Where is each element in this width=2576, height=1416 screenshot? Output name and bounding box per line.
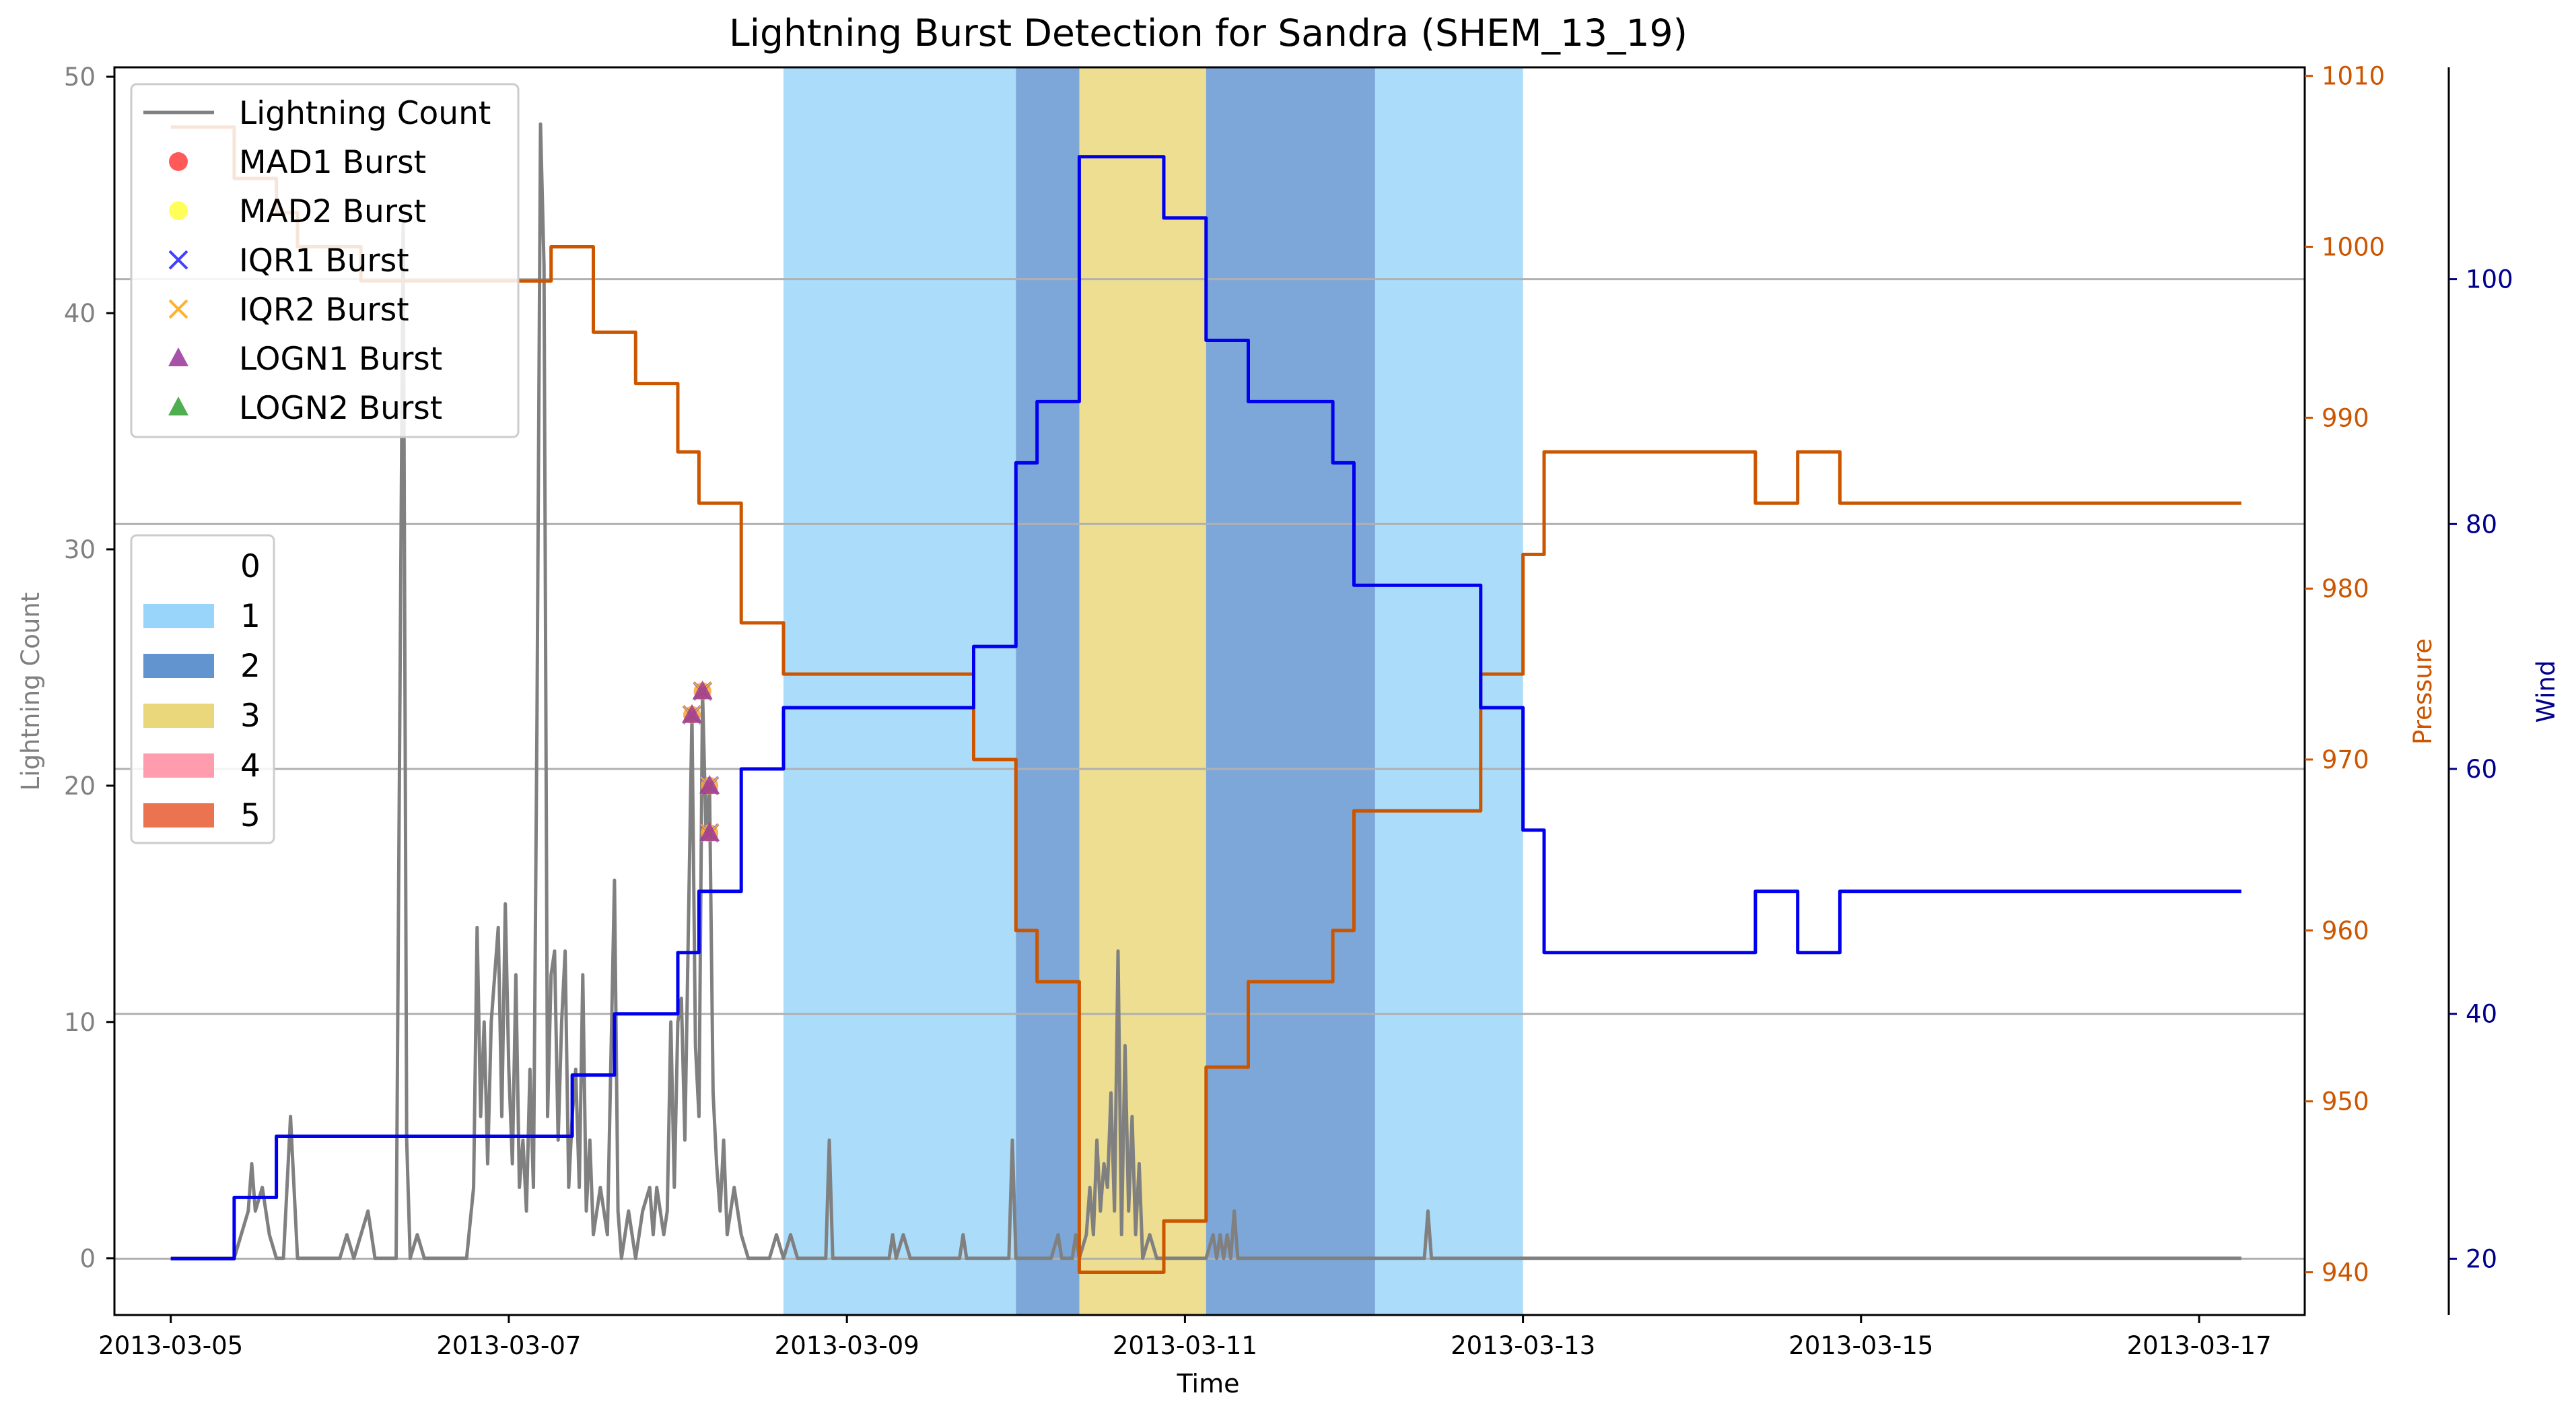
legend-circle-swatch bbox=[169, 201, 188, 220]
burst-logn1-point bbox=[692, 680, 713, 700]
chart-title: Lightning Burst Detection for Sandra (SH… bbox=[729, 11, 1687, 55]
left-tick-label: 10 bbox=[64, 1008, 96, 1037]
legend-label: LOGN1 Burst bbox=[239, 341, 442, 378]
pressure-series bbox=[170, 125, 2241, 1274]
burst-marker bbox=[692, 680, 713, 701]
left-tick-label: 20 bbox=[64, 772, 96, 801]
burst-marker bbox=[699, 822, 720, 843]
axes: 2013-03-05 2013-03-07 2013-03-09 2013-03-11… bbox=[64, 62, 2513, 1360]
plot-frame bbox=[113, 66, 2306, 1316]
pressure-tick-label: 1000 bbox=[2322, 233, 2385, 262]
legend-category-swatch bbox=[143, 604, 214, 628]
series-line-lightning-count bbox=[170, 122, 2241, 1260]
legend-label: Lightning Count bbox=[239, 95, 491, 132]
x-tick-label: 2013-03-11 bbox=[1113, 1331, 1257, 1360]
pressure-axis-label: Pressure bbox=[2408, 638, 2437, 745]
legends: Lightning Count MAD1 Burst MAD2 Burst IQR1 … bbox=[130, 83, 520, 844]
pressure-tick-label: 950 bbox=[2322, 1087, 2369, 1116]
intensity-band-cat-2 bbox=[1016, 67, 1080, 1315]
left-tick-label: 30 bbox=[64, 535, 96, 564]
legend-x-swatch bbox=[168, 299, 188, 319]
left-axis-label: Lightning Count bbox=[16, 593, 45, 791]
legend-categories: 0 1 2 3 4 5 bbox=[130, 534, 275, 844]
pressure-tick-label: 940 bbox=[2322, 1258, 2369, 1287]
pressure-tick-label: 970 bbox=[2322, 745, 2369, 774]
burst-marker bbox=[699, 774, 720, 796]
x-axis-label: Time bbox=[1177, 1369, 1240, 1398]
series-line-pressure bbox=[170, 125, 2241, 1274]
wind-tick-label: 40 bbox=[2466, 1000, 2497, 1029]
x-tick-label: 2013-03-13 bbox=[1451, 1331, 1595, 1360]
pressure-tick-label: 960 bbox=[2322, 916, 2369, 945]
legend-category-label: 2 bbox=[240, 648, 260, 685]
left-tick-label: 50 bbox=[64, 63, 96, 92]
left-tick-label: 40 bbox=[64, 299, 96, 328]
legend-category-label: 5 bbox=[240, 797, 260, 834]
intensity-bands bbox=[784, 67, 1523, 1315]
legend-bursts: Lightning Count MAD1 Burst MAD2 Burst IQR1 … bbox=[130, 83, 520, 438]
x-tick-label: 2013-03-07 bbox=[436, 1331, 581, 1360]
legend-category-swatch bbox=[143, 803, 214, 828]
wind-tick-label: 60 bbox=[2466, 755, 2497, 784]
legend-category-swatch bbox=[143, 753, 214, 778]
burst-logn1-point bbox=[699, 774, 720, 794]
pressure-tick-label: 1010 bbox=[2322, 62, 2385, 91]
burst-marker bbox=[682, 704, 702, 725]
pressure-tick-label: 990 bbox=[2322, 403, 2369, 432]
legend-category-label: 1 bbox=[240, 598, 260, 635]
legend-label: IQR2 Burst bbox=[239, 292, 409, 329]
x-tick-label: 2013-03-05 bbox=[98, 1331, 243, 1360]
series-line-wind bbox=[170, 155, 2241, 1260]
legend-label: IQR1 Burst bbox=[239, 242, 409, 279]
burst-logn1-point bbox=[699, 822, 720, 842]
legend-triangle-swatch bbox=[168, 347, 188, 366]
legend-category-label: 4 bbox=[240, 747, 260, 784]
x-tick-label: 2013-03-17 bbox=[2127, 1331, 2272, 1360]
burst-logn1-point bbox=[682, 704, 702, 723]
intensity-band-cat-1 bbox=[784, 67, 1016, 1315]
wind-axis-label: Wind bbox=[2532, 661, 2561, 723]
x-tick-label: 2013-03-09 bbox=[775, 1331, 919, 1360]
legend-triangle-swatch bbox=[168, 397, 188, 415]
wind-tick-label: 80 bbox=[2466, 510, 2497, 539]
legend-x-swatch bbox=[168, 250, 188, 270]
legend-category-label: 3 bbox=[240, 698, 260, 735]
legend-category-swatch bbox=[143, 704, 214, 728]
intensity-band-cat-1 bbox=[1374, 67, 1523, 1315]
left-tick-label: 0 bbox=[79, 1244, 96, 1273]
lightning-series bbox=[170, 122, 2241, 1260]
pressure-tick-label: 980 bbox=[2322, 574, 2369, 603]
wind-series bbox=[170, 155, 2241, 1260]
legend-category-swatch bbox=[143, 554, 214, 578]
wind-tick-label: 100 bbox=[2466, 265, 2513, 294]
legend-label: LOGN2 Burst bbox=[239, 390, 442, 427]
x-tick-label: 2013-03-15 bbox=[1788, 1331, 1933, 1360]
legend-circle-swatch bbox=[169, 152, 188, 171]
legend-bursts-box bbox=[130, 83, 520, 438]
legend-category-label: 0 bbox=[240, 548, 260, 585]
wind-tick-label: 20 bbox=[2466, 1244, 2497, 1273]
legend-label: MAD2 Burst bbox=[239, 193, 426, 230]
legend-category-swatch bbox=[143, 654, 214, 678]
intensity-band-cat-3 bbox=[1079, 67, 1206, 1315]
legend-label: MAD1 Burst bbox=[239, 144, 426, 181]
intensity-band-cat-2 bbox=[1206, 67, 1375, 1315]
burst-markers bbox=[682, 680, 720, 843]
